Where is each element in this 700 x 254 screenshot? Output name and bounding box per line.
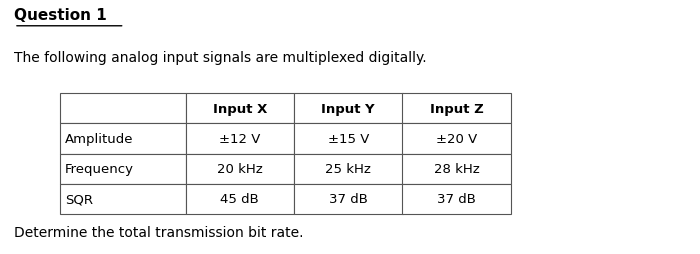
Bar — [294, 184, 402, 214]
Text: SQR: SQR — [65, 193, 93, 205]
Text: Input X: Input X — [213, 103, 267, 115]
Text: Amplitude: Amplitude — [65, 133, 134, 145]
Text: 28 kHz: 28 kHz — [434, 163, 480, 175]
Bar — [402, 94, 511, 124]
Text: ±12 V: ±12 V — [219, 133, 260, 145]
Text: 37 dB: 37 dB — [329, 193, 368, 205]
Bar — [60, 184, 186, 214]
Text: Frequency: Frequency — [65, 163, 134, 175]
Text: 25 kHz: 25 kHz — [326, 163, 371, 175]
Text: Input Y: Input Y — [321, 103, 375, 115]
Bar — [294, 124, 402, 154]
Text: 37 dB: 37 dB — [438, 193, 476, 205]
Bar — [402, 154, 511, 184]
Text: ±15 V: ±15 V — [328, 133, 369, 145]
Text: Determine the total transmission bit rate.: Determine the total transmission bit rat… — [14, 225, 304, 239]
Bar — [186, 154, 294, 184]
Bar — [186, 184, 294, 214]
Bar — [402, 184, 511, 214]
Bar — [186, 124, 294, 154]
Bar — [402, 124, 511, 154]
Bar — [294, 94, 402, 124]
Text: Question 1: Question 1 — [14, 8, 106, 23]
Bar — [294, 154, 402, 184]
Bar — [60, 124, 186, 154]
Bar — [186, 94, 294, 124]
Bar — [60, 94, 186, 124]
Bar — [60, 154, 186, 184]
Text: 20 kHz: 20 kHz — [217, 163, 262, 175]
Text: 45 dB: 45 dB — [220, 193, 259, 205]
Text: ±20 V: ±20 V — [436, 133, 477, 145]
Text: The following analog input signals are multiplexed digitally.: The following analog input signals are m… — [14, 51, 426, 65]
Text: Input Z: Input Z — [430, 103, 484, 115]
